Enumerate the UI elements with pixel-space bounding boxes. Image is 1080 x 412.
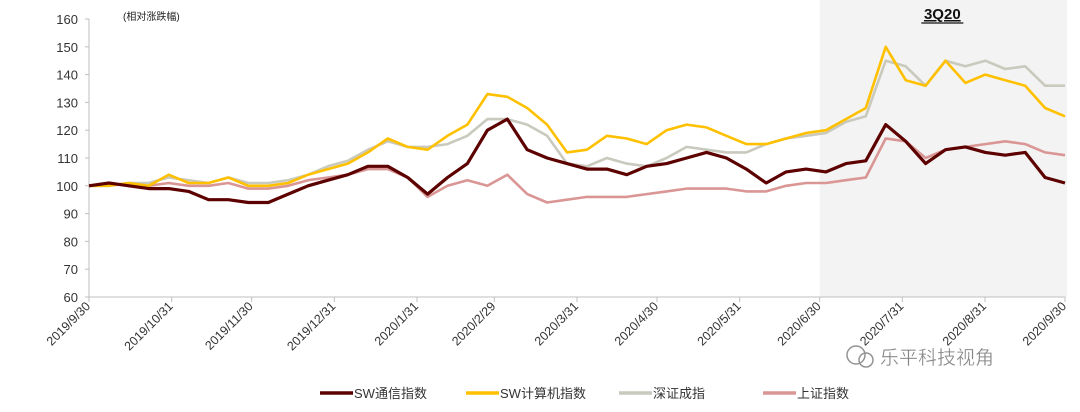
x-tick-label: 2020/3/31 [532,299,581,348]
legend-label: 深证成指 [653,386,705,401]
watermark-text: 乐平科技视角 [880,347,994,369]
series-line-0 [88,117,1066,205]
y-tick-label: 160 [56,12,78,27]
y-tick-label: 130 [56,95,78,110]
series-line-3 [88,137,1066,204]
x-tick-label: 2020/2/29 [449,299,498,348]
y-tick-label: 60 [64,290,78,305]
legend-label: 上证指数 [797,386,849,401]
series-line-1 [89,45,1066,188]
x-tick-label: 2020/9/30 [1020,299,1069,348]
y-annotation: (相对涨跌幅) [123,10,180,23]
y-tick-label: 100 [56,179,78,194]
y-tick-label: 120 [56,123,78,138]
x-tick-label: 2020/4/30 [612,299,661,348]
x-tick-label: 2019/11/30 [202,299,256,353]
x-tick-label: 2019/9/30 [44,299,93,348]
legend-item: 上证指数 [763,386,849,401]
watermark: 乐平科技视角 [846,345,994,369]
legend-item: 深证成指 [619,386,705,401]
y-tick-label: 70 [64,262,78,277]
y-tick-label: 150 [56,40,78,55]
x-tick-label: 2020/5/31 [695,299,744,348]
legend-label: SW通信指数 [354,386,427,401]
y-tick-label: 80 [64,234,78,249]
x-tick-label: 2020/8/31 [940,299,989,348]
highlight-label: 3Q20 [924,6,961,23]
legend-item: SW计算机指数 [466,386,586,401]
x-tick-label: 2020/6/30 [775,299,824,348]
y-tick-label: 90 [64,207,78,222]
legend-label: SW计算机指数 [500,386,586,401]
x-tick-label: 2020/1/31 [372,299,421,348]
x-tick-label: 2019/12/31 [284,299,338,353]
x-tick-label: 2019/10/31 [122,299,176,353]
x-tick-label: 2020/7/31 [857,299,906,348]
3q20-highlight-region [819,0,1067,297]
y-tick-label: 110 [57,151,78,166]
y-tick-label: 140 [56,68,78,83]
legend-item: SW通信指数 [320,386,427,401]
